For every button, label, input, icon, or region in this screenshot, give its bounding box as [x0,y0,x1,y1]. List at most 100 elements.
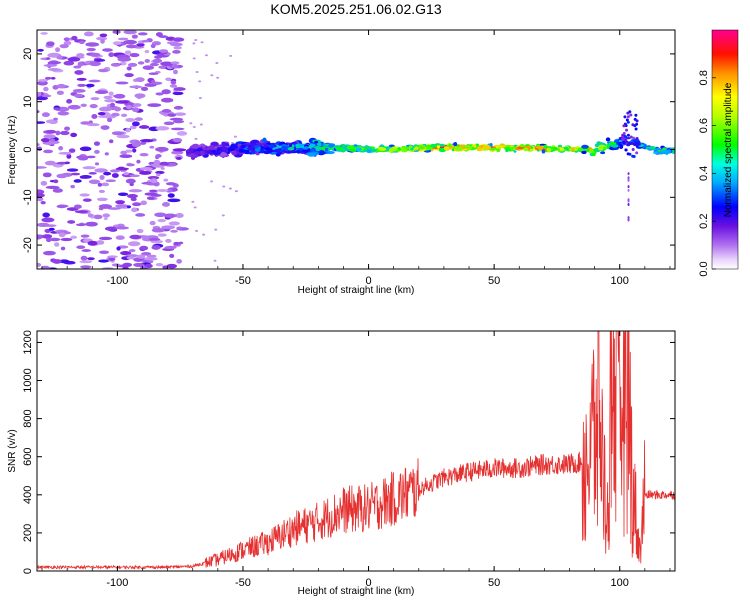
noise-blob [63,60,75,66]
noise-blob [189,122,193,125]
noise-blob [80,234,90,238]
noise-blob [122,262,133,267]
spectral-ridge-point [370,148,377,153]
spectral-ridge-point [231,151,238,156]
noise-blob [174,112,187,116]
noise-blob [40,265,51,269]
spectrogram-ytick-label: 20 [22,48,34,60]
spectral-ridge-point [598,144,605,148]
noise-blob [79,175,92,179]
noise-blob [37,193,45,198]
spectral-ridge-point [509,146,516,150]
noise-blob [59,130,70,136]
spectral-ridge-point [625,136,631,140]
colorbar-tick-label: 0.2 [698,214,710,229]
spectral-ridge-point [570,147,575,152]
noise-blob [37,48,44,52]
noise-blob [80,265,92,269]
spectral-ridge-point [656,147,661,151]
snr-series-line [37,331,675,571]
noise-blob [172,119,185,124]
noise-blob [155,146,169,152]
spectral-spike-point [624,141,628,145]
spectral-spike-point [626,111,630,115]
spectral-spike-point [624,148,628,152]
noise-blob [170,42,183,47]
noise-blob [126,66,132,71]
noise-blob [117,37,129,41]
noise-blob [74,70,84,75]
noise-blob [157,233,167,237]
noise-blob [111,63,121,67]
noise-blob [98,204,112,209]
noise-blob [58,151,71,155]
noise-blob [175,156,182,160]
noise-blob [126,205,131,209]
noise-blob [192,57,196,60]
spectral-ridge-point [256,142,263,146]
noise-blob [148,72,159,76]
spectral-ridge-point [230,144,239,149]
noise-blob [155,92,164,96]
noise-blob [164,245,177,250]
noise-blob [144,83,157,87]
noise-blob [161,202,170,207]
noise-blob [48,227,55,231]
noise-blob [161,97,174,103]
spectrogram-heatmap [37,30,675,269]
noise-blob [90,97,100,101]
noise-blob [89,104,98,109]
spectrogram-ytick-label: -10 [22,189,34,205]
noise-blob [37,91,42,97]
noise-blob [88,171,97,175]
colorbar-tick-label: 0.6 [698,118,710,133]
spectral-ridge-point [324,147,329,152]
noise-blob [173,105,184,110]
noise-blob [37,262,42,267]
noise-blob [41,94,52,98]
noise-blob [132,121,140,127]
noise-blob [137,254,146,259]
noise-blob [64,161,70,165]
noise-blob [175,212,184,218]
noise-blob [43,86,49,92]
noise-blob [140,86,149,92]
noise-blob [169,117,184,121]
noise-blob [170,61,180,65]
noise-blob [45,129,57,134]
noise-blob [163,213,177,218]
noise-blob [94,149,100,154]
spectral-blob [221,142,226,147]
noise-blob [98,189,105,193]
noise-blob [103,217,108,221]
noise-blob [57,111,70,116]
noise-blob [155,262,164,267]
noise-blob [160,61,174,67]
noise-blob [42,234,53,239]
spectral-ridge-point [410,147,414,151]
spectral-ridge-point [389,147,398,152]
spectral-ridge-point [254,145,258,149]
spectral-ridge-point [213,151,221,156]
spectral-ridge-point [414,146,419,150]
noise-blob [131,142,142,147]
spectral-ridge-point [523,147,529,152]
noise-blob [47,61,62,65]
noise-blob [202,233,206,236]
noise-blob [99,250,110,254]
spectral-spike-point [622,132,626,136]
spectral-ridge-point [600,151,606,155]
noise-blob [193,206,197,209]
noise-blob [155,154,162,158]
noise-blob [111,173,119,178]
noise-blob [161,109,172,113]
noise-blob [165,182,177,186]
spectral-ridge-point [309,143,316,147]
noise-blob [155,170,165,175]
spectral-spike-point [622,124,626,128]
noise-blob [213,259,217,262]
noise-blob [129,174,140,178]
spectral-ridge-point [418,146,426,150]
